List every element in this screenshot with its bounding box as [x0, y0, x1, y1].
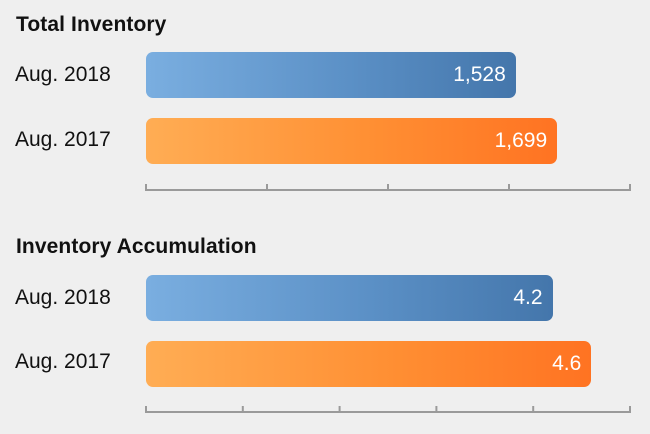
bar: 1,699: [146, 118, 558, 164]
bar: 4.2: [146, 275, 553, 321]
bar: 1,528: [146, 52, 516, 98]
data-label: 4.6: [552, 352, 582, 375]
data-label: 4.2: [513, 286, 543, 309]
chart-title: Total Inventory: [16, 13, 167, 36]
category-label: Aug. 2018: [15, 63, 111, 86]
data-label: 1,528: [453, 63, 506, 86]
category-label: Aug. 2017: [15, 128, 111, 151]
category-label: Aug. 2017: [15, 350, 111, 373]
data-label: 1,699: [494, 129, 548, 152]
bar: 4.6: [146, 341, 592, 387]
x-axis: [0, 182, 650, 198]
category-label: Aug. 2018: [15, 286, 111, 309]
chart-title: Inventory Accumulation: [16, 235, 257, 258]
x-axis: [0, 404, 650, 420]
